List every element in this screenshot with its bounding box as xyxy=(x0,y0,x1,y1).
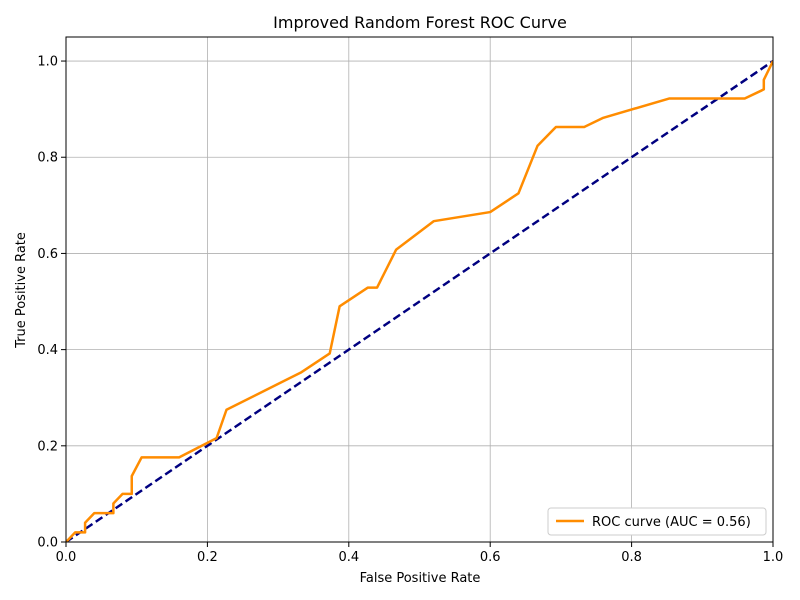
x-tick-label: 0.0 xyxy=(56,550,77,565)
x-tick-label: 0.4 xyxy=(338,550,359,565)
roc-curve-line xyxy=(66,60,773,542)
plot-frame xyxy=(65,36,774,543)
y-tick-label: 0.4 xyxy=(37,343,58,358)
x-tick-label: 0.6 xyxy=(480,550,501,565)
chart-title: Improved Random Forest ROC Curve xyxy=(273,13,567,32)
x-tick-label: 1.0 xyxy=(763,550,784,565)
y-tick-label: 0.6 xyxy=(37,247,58,262)
x-tick-label: 0.2 xyxy=(197,550,218,565)
legend-box xyxy=(547,507,767,536)
legend: ROC curve (AUC = 0.56) xyxy=(547,507,767,536)
chance-diagonal-line xyxy=(66,60,773,542)
y-tick-label: 0.8 xyxy=(37,151,58,166)
y-tick-label: 0.2 xyxy=(37,439,58,454)
x-axis-label: False Positive Rate xyxy=(360,571,481,586)
y-tick-label: 1.0 xyxy=(37,55,58,70)
series-layer xyxy=(66,60,773,542)
ticks: 0.0 0.2 0.4 0.6 0.8 1.0 0.0 0.2 0.4 0.6 0.8 1.0 xyxy=(37,55,783,565)
x-tick-label: 0.8 xyxy=(621,550,642,565)
grid xyxy=(65,37,774,543)
legend-label: ROC curve (AUC = 0.56) xyxy=(592,515,751,530)
y-axis-label: True Positive Rate xyxy=(14,232,29,349)
y-tick-label: 0.0 xyxy=(37,536,58,551)
